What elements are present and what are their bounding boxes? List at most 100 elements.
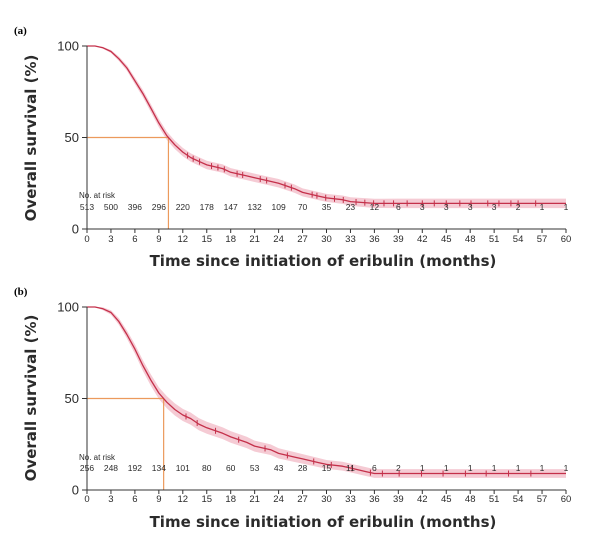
x-tick-label: 36 (369, 234, 380, 245)
x-tick-label: 0 (84, 234, 89, 245)
x-tick-label: 9 (156, 234, 161, 245)
survival-curve (87, 306, 566, 475)
risk-count: 513 (80, 202, 94, 212)
risk-count: 101 (176, 463, 190, 473)
risk-count: 6 (396, 202, 401, 212)
y-tick-label: 0 (72, 483, 79, 498)
x-tick-label: 57 (537, 234, 548, 245)
x-tick-label: 45 (441, 494, 452, 505)
x-tick-label: 12 (178, 494, 189, 505)
risk-count: 3 (420, 202, 425, 212)
x-tick-label: 48 (465, 234, 476, 245)
risk-count: 35 (322, 202, 332, 212)
x-tick-label: 15 (201, 494, 212, 505)
confidence-band (87, 46, 566, 209)
risk-count: 1 (516, 463, 521, 473)
risk-count: 12 (370, 202, 380, 212)
x-tick-label: 36 (369, 494, 380, 505)
x-tick-label: 45 (441, 234, 452, 245)
risk-count: 1 (444, 463, 449, 473)
risk-count: 1 (564, 202, 569, 212)
panel-letter: (b) (14, 286, 28, 298)
risk-table-title: No. at risk (79, 453, 116, 462)
x-tick-label: 24 (273, 234, 284, 245)
risk-count: 70 (298, 202, 308, 212)
x-tick-label: 48 (465, 494, 476, 505)
y-axis-label: Overall survival (%) (22, 55, 40, 222)
x-tick-label: 30 (321, 234, 332, 245)
risk-count: 2 (516, 202, 521, 212)
x-tick-label: 0 (84, 494, 89, 505)
risk-table-title: No. at risk (79, 191, 116, 200)
x-tick-label: 51 (489, 494, 500, 505)
risk-count: 1 (492, 463, 497, 473)
x-tick-label: 6 (132, 494, 137, 505)
x-tick-label: 42 (417, 234, 428, 245)
risk-count: 80 (202, 463, 212, 473)
y-tick-label: 100 (57, 39, 79, 54)
y-axis-label: Overall survival (%) (22, 315, 40, 482)
x-axis-label: Time since initiation of eribulin (month… (150, 513, 497, 531)
x-tick-label: 12 (178, 234, 189, 245)
risk-count: 1 (420, 463, 425, 473)
x-tick-label: 3 (108, 234, 113, 245)
panel-letter: (a) (14, 25, 27, 37)
risk-count: 192 (128, 463, 142, 473)
x-tick-label: 60 (561, 234, 572, 245)
x-tick-label: 39 (393, 234, 404, 245)
risk-count: 6 (372, 463, 377, 473)
risk-count: 178 (200, 202, 214, 212)
x-tick-label: 57 (537, 494, 548, 505)
risk-count: 3 (492, 202, 497, 212)
x-tick-label: 60 (561, 494, 572, 505)
x-tick-label: 9 (156, 494, 161, 505)
y-tick-label: 100 (57, 300, 79, 315)
risk-count: 296 (152, 202, 166, 212)
risk-count: 220 (176, 202, 190, 212)
x-tick-label: 15 (201, 234, 212, 245)
x-tick-label: 27 (297, 494, 308, 505)
risk-count: 248 (104, 463, 118, 473)
x-tick-label: 39 (393, 494, 404, 505)
risk-count: 109 (272, 202, 286, 212)
x-tick-label: 18 (225, 494, 236, 505)
y-tick-label: 50 (65, 391, 79, 406)
risk-count: 3 (468, 202, 473, 212)
x-tick-label: 54 (513, 494, 524, 505)
x-tick-label: 18 (225, 234, 236, 245)
risk-count: 60 (226, 463, 236, 473)
x-tick-label: 24 (273, 494, 284, 505)
risk-count: 43 (274, 463, 284, 473)
risk-count: 1 (564, 463, 569, 473)
risk-count: 28 (298, 463, 308, 473)
risk-count: 53 (250, 463, 260, 473)
risk-count: 23 (346, 202, 356, 212)
x-tick-label: 42 (417, 494, 428, 505)
risk-count: 396 (128, 202, 142, 212)
risk-count: 1 (540, 463, 545, 473)
risk-count: 1 (468, 463, 473, 473)
x-tick-label: 33 (345, 494, 356, 505)
risk-count: 500 (104, 202, 118, 212)
risk-count: 2 (396, 463, 401, 473)
risk-count: 11 (346, 463, 355, 473)
x-tick-label: 54 (513, 234, 524, 245)
risk-count: 132 (248, 202, 262, 212)
x-tick-label: 21 (249, 494, 260, 505)
x-tick-label: 30 (321, 494, 332, 505)
risk-count: 147 (224, 202, 238, 212)
x-tick-label: 51 (489, 234, 500, 245)
x-tick-label: 6 (132, 234, 137, 245)
x-axis-label: Time since initiation of eribulin (month… (150, 252, 497, 270)
x-tick-label: 33 (345, 234, 356, 245)
risk-count: 1 (540, 202, 545, 212)
risk-count: 256 (80, 463, 94, 473)
x-tick-label: 27 (297, 234, 308, 245)
risk-count: 3 (444, 202, 449, 212)
y-tick-label: 0 (72, 222, 79, 237)
